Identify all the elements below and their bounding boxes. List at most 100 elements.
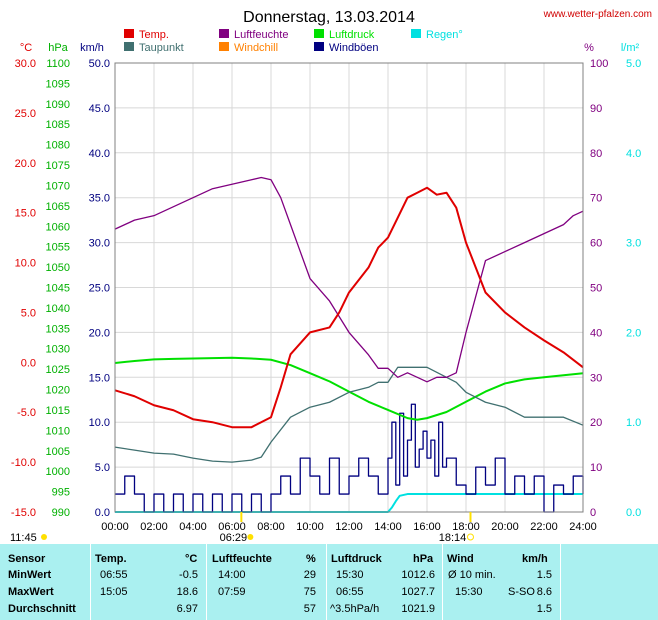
press-value: 1021.9	[401, 603, 435, 615]
temp-tick-label: -10.0	[11, 457, 36, 469]
x-tick-label: 04:00	[179, 521, 207, 533]
humidity-tick-label: 40	[590, 327, 602, 339]
site-link[interactable]: www.wetter-pfalzen.com	[543, 9, 652, 20]
header-hum-unit: %	[306, 553, 316, 565]
pressure-tick-label: 990	[52, 507, 70, 519]
row-label: MaxWert	[8, 586, 54, 598]
humidity-tick-label: 10	[590, 462, 602, 474]
humidity-tick-label: 30	[590, 372, 602, 384]
humidity-tick-label: 20	[590, 417, 602, 429]
temp-tick-label: 30.0	[15, 58, 36, 70]
press-time: 15:30	[336, 569, 364, 581]
temp-tick-label: 10.0	[15, 258, 36, 270]
pressure-tick-label: 1040	[46, 303, 70, 315]
hum-value: 75	[303, 586, 316, 598]
pressure-tick-label: 1070	[46, 180, 70, 192]
x-tick-label: 24:00	[569, 521, 597, 533]
header-press-unit: hPa	[413, 553, 434, 565]
moon-icon	[41, 534, 47, 540]
pressure-tick-label: 1090	[46, 99, 70, 111]
legend-swatch	[124, 29, 134, 38]
pressure-tick-label: 1085	[46, 119, 70, 131]
sunset-icon	[466, 533, 474, 541]
humidity-tick-label: 90	[590, 103, 602, 115]
legend-label: Windböen	[329, 42, 379, 54]
wind-tick-label: 25.0	[89, 283, 110, 295]
legend-label: Windchill	[234, 42, 278, 54]
humidity-tick-label: 0	[590, 507, 596, 519]
wind-tick-label: 10.0	[89, 417, 110, 429]
pressure-tick-label: 1010	[46, 425, 70, 437]
x-tick-label: 00:00	[101, 521, 129, 533]
col-divider	[326, 544, 327, 620]
sun-icon	[247, 534, 254, 540]
rain-tick-label: 2.0	[626, 327, 641, 339]
pressure-tick-label: 1100	[46, 58, 70, 70]
wind-desc: Ø 10 min.	[448, 569, 496, 581]
temp-time: 06:55	[100, 569, 128, 581]
pressure-tick-label: 1030	[46, 344, 70, 356]
row-label: Durchschnitt	[8, 603, 76, 615]
rain-tick-label: 4.0	[626, 148, 641, 160]
x-tick-label: 22:00	[530, 521, 558, 533]
wind-tick-label: 5.0	[95, 462, 110, 474]
temp-tick-label: 15.0	[15, 208, 36, 220]
wind-tick-label: 20.0	[89, 327, 110, 339]
header-sensor: Sensor	[8, 553, 46, 565]
pressure-tick-label: 1095	[46, 78, 70, 90]
pressure-unit-label: hPa	[48, 42, 68, 54]
wind-tick-label: 0.0	[95, 507, 110, 519]
press-time: 06:55	[336, 586, 364, 598]
col-divider	[206, 544, 207, 620]
x-tick-label: 16:00	[413, 521, 441, 533]
x-axis: 00:00 02:00 04:00 06:00 08:00 10:00 12:00 14:00…	[101, 521, 597, 533]
legend-label: Taupunkt	[139, 42, 184, 54]
legend: Temp. Luftfeuchte Luftdruck Regen° Taupunkt W…	[124, 29, 463, 54]
pressure-tick-label: 1060	[46, 221, 70, 233]
pressure-tick-label: 1035	[46, 323, 70, 335]
humidity-tick-label: 60	[590, 238, 602, 250]
wind-value: 1.5	[536, 603, 552, 615]
x-tick-label: 18:00	[452, 521, 480, 533]
legend-swatch	[219, 29, 229, 38]
header-temp-unit: °C	[185, 553, 198, 565]
pressure-tick-label: 1050	[46, 262, 70, 274]
moonset-label: 11:45	[10, 532, 37, 544]
pressure-tick-label: 1005	[46, 446, 70, 458]
x-tick-label: 08:00	[257, 521, 285, 533]
legend-label: Luftfeuchte	[234, 29, 288, 41]
x-tick-label: 02:00	[140, 521, 168, 533]
wind-tick-label: 35.0	[89, 193, 110, 205]
temp-value: 6.97	[176, 603, 198, 615]
pressure-tick-label: 1055	[46, 242, 70, 254]
header-press: Luftdruck	[331, 553, 382, 565]
rain-tick-label: 5.0	[626, 58, 641, 70]
pressure-tick-label: 1020	[46, 385, 70, 397]
legend-swatch	[314, 42, 324, 51]
wind-tick-label: 40.0	[89, 148, 110, 160]
legend-label: Regen°	[426, 29, 463, 41]
temp-tick-label: 25.0	[15, 108, 36, 120]
legend-swatch	[411, 29, 421, 38]
wind-value: 1.5	[536, 569, 552, 581]
temp-tick-label: -15.0	[11, 507, 36, 519]
press-trend: ^3.5hPa/h	[330, 603, 380, 615]
pressure-tick-label: 1015	[46, 405, 70, 417]
wind-tick-label: 50.0	[89, 58, 110, 70]
series-line-luftdruck	[114, 356, 584, 421]
series-line-taupunkt	[114, 366, 584, 463]
temp-value: -0.5	[179, 569, 198, 581]
temp-value: 18.6	[176, 586, 198, 598]
row-label: MinWert	[8, 569, 52, 581]
rain-tick-label: 0.0	[626, 507, 641, 519]
x-tick-label: 12:00	[335, 521, 363, 533]
wind-value: 8.6	[536, 586, 552, 598]
hum-value: 29	[303, 569, 316, 581]
legend-swatch	[219, 42, 229, 51]
hum-time: 14:00	[218, 569, 246, 581]
legend-swatch	[314, 29, 324, 38]
axis-units: °C hPa km/h% l/m²	[20, 42, 640, 54]
series-line-temp	[114, 186, 584, 429]
wind-tick-label: 45.0	[89, 103, 110, 115]
